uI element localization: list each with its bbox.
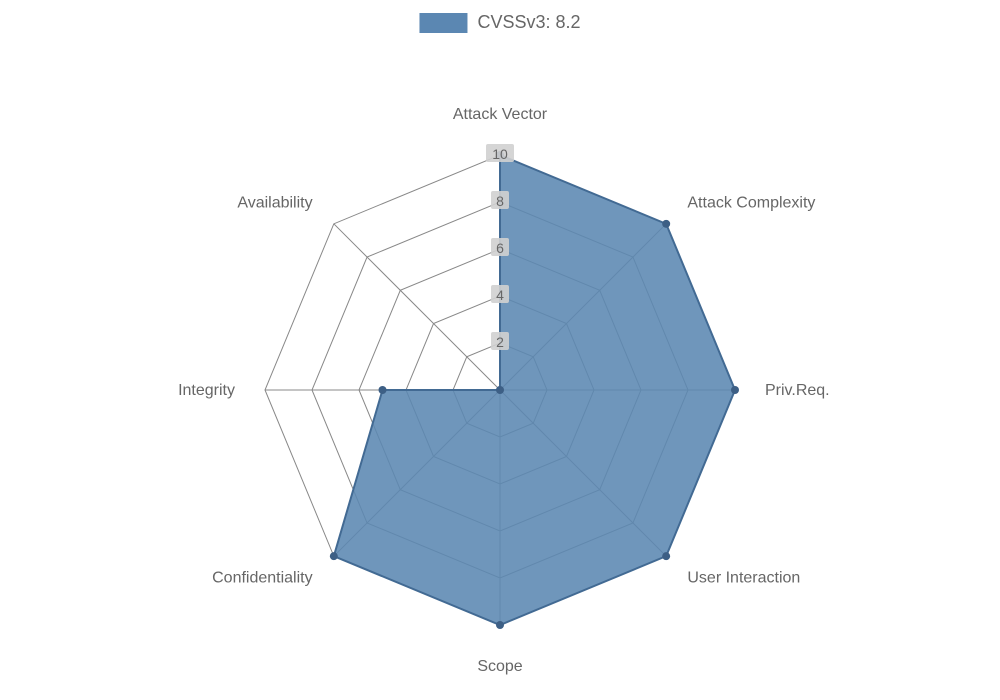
series-marker [731, 386, 739, 394]
legend-swatch [419, 13, 467, 33]
axis-label: User Interaction [687, 569, 800, 586]
series-marker [496, 621, 504, 629]
series-marker [662, 220, 670, 228]
legend-label: CVSSv3: 8.2 [477, 12, 580, 33]
series-marker [662, 552, 670, 560]
series-area [334, 155, 735, 625]
axis-label: Attack Complexity [687, 195, 815, 212]
series-marker [379, 386, 387, 394]
series-marker [330, 552, 338, 560]
tick-label: 4 [496, 287, 504, 303]
axis-label: Attack Vector [453, 106, 548, 123]
axis-label: Confidentiality [212, 569, 313, 586]
tick-label: 6 [496, 240, 504, 256]
tick-label: 10 [492, 146, 508, 162]
tick-label: 2 [496, 334, 504, 350]
radar-chart: 2 4 6 8 10 Attack Vector Attack Complexity Priv… [0, 0, 1000, 700]
series-marker [496, 386, 504, 394]
axis-label: Integrity [178, 382, 235, 399]
chart-legend: CVSSv3: 8.2 [419, 12, 580, 33]
tick-label: 8 [496, 193, 504, 209]
axis-label: Availability [237, 195, 312, 212]
axis-label: Priv.Req. [765, 382, 830, 399]
grid-spoke [334, 224, 500, 390]
axis-label: Scope [477, 658, 522, 675]
